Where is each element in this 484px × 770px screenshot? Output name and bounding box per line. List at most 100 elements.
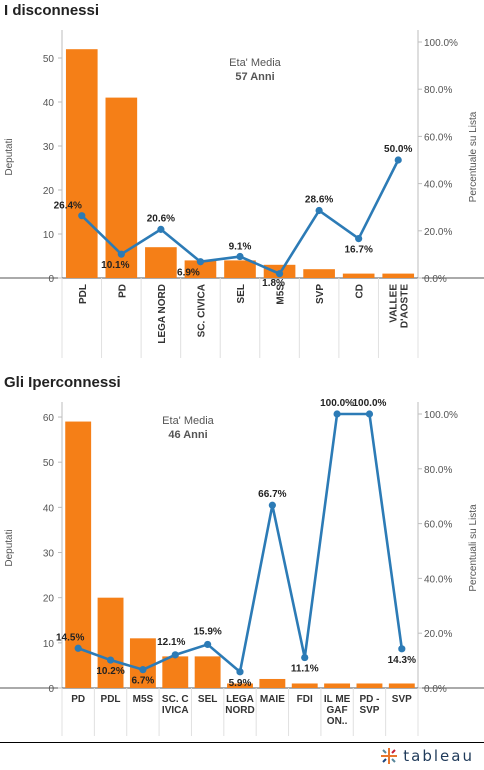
percent-point <box>365 410 374 418</box>
y2-tick-label: 60.0% <box>424 132 452 143</box>
y-tick-label: 40 <box>43 503 55 514</box>
chart-title-iperconnessi: Gli Iperconnessi <box>4 374 121 391</box>
percent-point <box>74 644 82 652</box>
percent-point <box>171 651 179 659</box>
percent-point <box>236 668 244 676</box>
percent-point <box>78 212 86 220</box>
x-category-label: ON.. <box>327 716 348 727</box>
x-category-label: IVICA <box>162 705 189 716</box>
x-category-label: PDL <box>101 694 121 705</box>
bar-deputati <box>303 269 335 278</box>
x-category-label: LEGA NORD <box>157 284 168 344</box>
percent-point <box>355 234 363 243</box>
y-axis-title: Deputati <box>4 529 15 566</box>
tableau-plus-icon <box>381 748 398 764</box>
annotation-value: 46 Anni <box>168 429 207 441</box>
y2-tick-label: 20.0% <box>424 629 452 640</box>
percent-data-label: 15.9% <box>193 626 221 637</box>
bar-deputati <box>324 683 351 688</box>
x-category-label: SEL <box>236 284 247 303</box>
percent-point <box>315 206 323 215</box>
percent-point <box>398 645 406 653</box>
x-category-label: FDI <box>297 694 313 705</box>
chart-title-disconnessi: I disconnessi <box>4 2 100 19</box>
y-tick-label: 10 <box>43 639 55 650</box>
y2-tick-label: 60.0% <box>424 520 452 531</box>
bar-deputati <box>342 273 375 278</box>
y2-tick-label: 0.0% <box>424 274 447 285</box>
x-category-label: SVP <box>315 284 326 304</box>
y2-tick-label: 40.0% <box>424 574 452 585</box>
percent-point <box>157 225 165 233</box>
percent-data-label: 6.9% <box>177 268 200 279</box>
x-category-label: GAF <box>327 705 348 716</box>
percent-point <box>333 410 341 418</box>
percent-point <box>204 640 212 649</box>
bar-deputati <box>356 683 383 688</box>
percent-data-label: 20.6% <box>147 213 175 224</box>
bar-deputati <box>65 49 98 279</box>
x-category-label: SVP <box>359 705 379 716</box>
percent-point <box>139 666 147 674</box>
bar-deputati <box>129 638 156 688</box>
x-category-label: M5S <box>133 694 154 705</box>
x-category-label: LEGA <box>226 694 254 705</box>
y-axis-title: Deputati <box>4 138 15 175</box>
percent-data-label: 9.1% <box>229 242 252 253</box>
x-category-label: PDL <box>78 284 89 304</box>
percent-data-label: 50.0% <box>384 144 412 155</box>
x-category-label: M5S <box>276 284 287 305</box>
y2-tick-label: 80.0% <box>424 85 452 96</box>
chart-disconnessi-svg: 0 10 20 30 40 50 0.0% 20.0% 40.0% 60.0% 80.0% 100.0… <box>0 30 484 358</box>
bar-deputati <box>162 656 189 688</box>
x-category-label: PD <box>117 284 128 298</box>
percent-data-label: 12.1% <box>157 637 185 648</box>
y-tick-label: 20 <box>43 186 55 197</box>
y2-tick-label: 100.0% <box>424 38 458 49</box>
x-category-label: D'AOSTE <box>400 284 411 328</box>
percent-point <box>394 156 402 164</box>
percent-line <box>77 412 404 674</box>
chart-iperconnessi: 0 10 20 30 40 50 60 0.0% 20.0% 40.0% 60.0% 80.0% 100… <box>0 394 484 740</box>
y-tick-label: 20 <box>43 594 55 605</box>
percent-data-label: 16.7% <box>344 245 372 256</box>
x-category-label: SC. CIVICA <box>196 284 207 337</box>
tableau-logo[interactable]: tableau <box>379 745 474 767</box>
bar-deputati <box>227 683 253 688</box>
x-category-label: SVP <box>392 694 412 705</box>
footer-divider <box>0 742 484 743</box>
x-category-label: CD <box>355 284 366 298</box>
percent-data-label: 66.7% <box>258 489 286 500</box>
y2-axis-title: Percentuale su Lista <box>468 111 479 202</box>
y2-tick-label: 100.0% <box>424 410 458 421</box>
y-tick-label: 50 <box>43 54 55 65</box>
percent-point <box>117 250 125 258</box>
bar-deputati <box>224 260 256 278</box>
percent-point <box>106 656 115 664</box>
percent-point <box>275 270 284 278</box>
percent-data-label: 26.4% <box>54 201 82 212</box>
percent-data-label: 10.1% <box>101 260 129 271</box>
x-category-label: IL ME <box>324 694 351 705</box>
annotation-label: Eta' Media <box>162 415 215 427</box>
annotation-value: 57 Anni <box>235 71 274 83</box>
bar-deputati <box>388 683 415 688</box>
percent-point <box>236 252 244 261</box>
y-tick-label: 50 <box>43 458 55 469</box>
percent-point <box>268 501 276 509</box>
x-category-label: VALLEE <box>389 284 400 323</box>
percent-point <box>301 653 309 662</box>
percent-data-label: 11.1% <box>291 664 319 675</box>
x-category-label: NORD <box>225 705 254 716</box>
y-tick-label: 0 <box>48 684 54 695</box>
percent-data-label: 1.8% <box>262 278 285 289</box>
percent-data-label: 6.7% <box>132 676 155 687</box>
percent-data-label: 28.6% <box>305 195 333 206</box>
percent-data-label: 100.0% <box>352 398 386 409</box>
annotation-label: Eta' Media <box>229 57 282 69</box>
tableau-wordmark: tableau <box>403 747 474 765</box>
y2-tick-label: 80.0% <box>424 465 452 476</box>
y-tick-label: 10 <box>43 230 55 241</box>
y-tick-label: 30 <box>43 549 55 560</box>
y2-tick-label: 0.0% <box>424 684 447 695</box>
